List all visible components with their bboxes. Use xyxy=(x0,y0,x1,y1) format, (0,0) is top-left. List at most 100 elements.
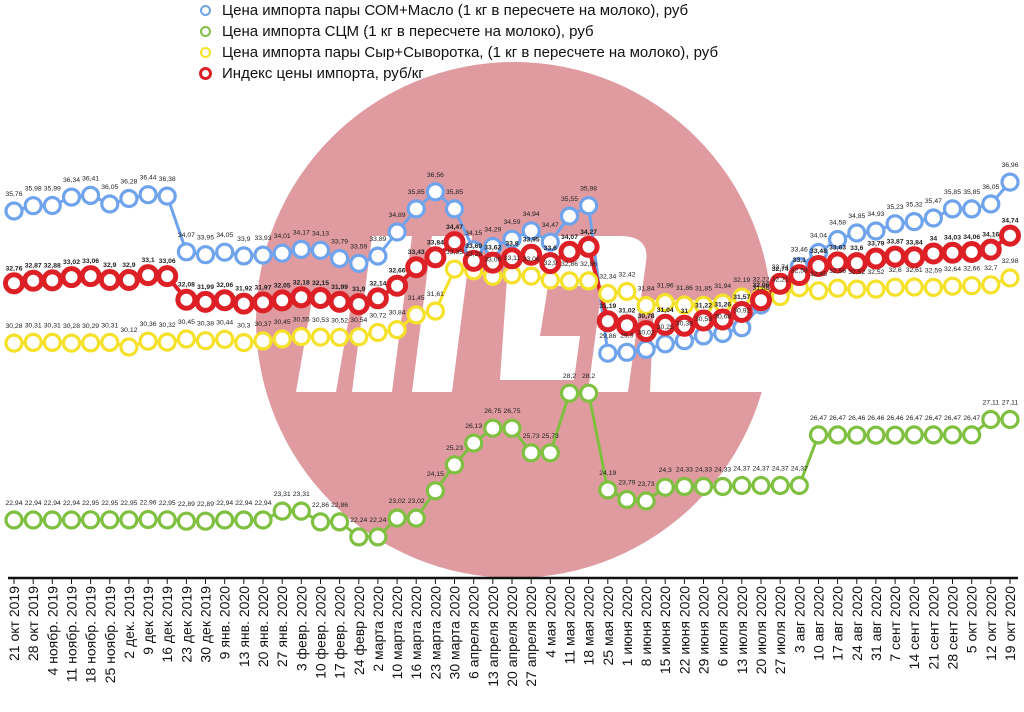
data-point xyxy=(904,425,924,445)
legend-label-price-index: Индекс цены импорта, руб/кг xyxy=(222,65,424,82)
data-label: 30,53 xyxy=(312,317,329,324)
x-tick-label: 27 апреля 2020 xyxy=(523,586,539,687)
data-point xyxy=(406,199,426,219)
data-label: 31,96 xyxy=(657,283,674,290)
data-point xyxy=(808,281,829,301)
data-point xyxy=(23,510,43,530)
data-point xyxy=(962,276,982,296)
data-point xyxy=(864,247,887,270)
data-point xyxy=(100,194,120,214)
data-label: 30,02 xyxy=(638,329,655,336)
data-label: 33,48 xyxy=(810,248,827,255)
data-label: 33,84 xyxy=(906,239,923,246)
data-point xyxy=(617,489,637,510)
data-label: 26,47 xyxy=(925,415,942,422)
data-point xyxy=(98,269,121,291)
data-point xyxy=(80,333,101,353)
legend-item-scm: Цена импорта СЦМ (1 кг в пересчете на мо… xyxy=(200,21,718,42)
data-point xyxy=(291,501,311,521)
data-label: 29,86 xyxy=(599,333,616,340)
data-label: 34,05 xyxy=(216,232,233,239)
x-tick-label: 24 авг 2020 xyxy=(849,586,865,661)
data-point xyxy=(119,188,139,209)
data-point xyxy=(808,425,829,445)
data-label: 30,52 xyxy=(331,317,348,324)
data-point xyxy=(80,185,101,205)
data-label: 30,44 xyxy=(216,319,233,326)
data-label: 33,59 xyxy=(350,243,367,250)
data-label: 25,73 xyxy=(542,433,559,440)
data-label: 34,89 xyxy=(389,212,406,219)
data-label: 32,59 xyxy=(925,267,942,274)
x-tick-label: 5 окт 2020 xyxy=(964,586,980,653)
data-point xyxy=(693,476,714,497)
data-point xyxy=(4,201,24,221)
data-point xyxy=(253,245,273,265)
data-point xyxy=(769,272,792,295)
data-label: 26,46 xyxy=(848,415,865,422)
data-point xyxy=(598,343,618,363)
data-point xyxy=(577,235,600,258)
data-point xyxy=(234,333,254,353)
data-point xyxy=(866,425,886,445)
data-label: 31,26 xyxy=(714,302,731,309)
data-point xyxy=(866,279,886,299)
x-tick-label: 23 марта 2020 xyxy=(427,586,443,680)
chart-series-markers xyxy=(3,172,1021,547)
data-point xyxy=(253,331,273,351)
data-label: 36,28 xyxy=(120,179,137,186)
data-label: 34,74 xyxy=(1001,218,1018,225)
data-point xyxy=(713,476,733,497)
data-point xyxy=(349,253,369,273)
data-point xyxy=(559,271,580,291)
data-point xyxy=(885,277,905,297)
data-point xyxy=(330,512,350,532)
data-point xyxy=(215,510,235,530)
data-point xyxy=(368,246,388,266)
data-point xyxy=(310,240,331,260)
data-label: 32,66 xyxy=(389,268,406,275)
data-label: 34,06 xyxy=(963,234,980,241)
x-tick-label: 29 июня 2020 xyxy=(696,586,712,674)
data-label: 33,93 xyxy=(254,235,271,242)
data-label: 30,45 xyxy=(178,319,195,326)
data-label: 30,32 xyxy=(159,322,176,329)
data-point xyxy=(176,242,196,262)
data-point xyxy=(272,243,292,263)
data-label: 33,89 xyxy=(369,236,386,243)
data-point xyxy=(827,425,848,445)
data-label: 33,43 xyxy=(408,249,425,256)
data-label: 30,72 xyxy=(369,313,386,320)
data-point xyxy=(617,342,637,362)
data-point xyxy=(923,277,944,297)
data-label: 27,11 xyxy=(983,400,1000,407)
data-point xyxy=(234,510,254,530)
data-point xyxy=(942,276,963,296)
x-tick-label: 14 сент 2020 xyxy=(906,586,922,670)
x-tick-label: 16 дек 2019 xyxy=(159,586,175,663)
data-point xyxy=(349,527,369,547)
legend-item-price-index: Индекс цены импорта, руб/кг xyxy=(199,63,718,84)
data-point xyxy=(119,510,139,530)
x-tick-label: 20 янв. 2020 xyxy=(255,586,271,667)
x-tick-label: 20 июля 2020 xyxy=(753,586,769,674)
data-point xyxy=(539,252,562,275)
data-label: 33,79 xyxy=(867,241,884,248)
data-label: 32,58 xyxy=(791,268,808,275)
data-label: 33,46 xyxy=(791,247,808,254)
data-label: 22,94 xyxy=(5,500,22,507)
data-label: 31,45 xyxy=(408,295,425,302)
data-label: 30,58 xyxy=(695,316,712,323)
data-label: 24,15 xyxy=(427,471,444,478)
data-point xyxy=(330,248,350,269)
x-tick-label: 21 сент 2020 xyxy=(925,586,941,670)
data-point xyxy=(425,481,445,501)
data-label: 28,2 xyxy=(563,373,576,380)
x-tick-label: 18 ноябр. 2019 xyxy=(83,586,99,684)
data-point xyxy=(425,301,445,321)
x-tick-label: 6 апреля 2020 xyxy=(466,586,482,679)
data-point xyxy=(424,246,447,269)
data-label: 33,06 xyxy=(82,258,99,265)
data-label: 32,74 xyxy=(772,264,789,271)
